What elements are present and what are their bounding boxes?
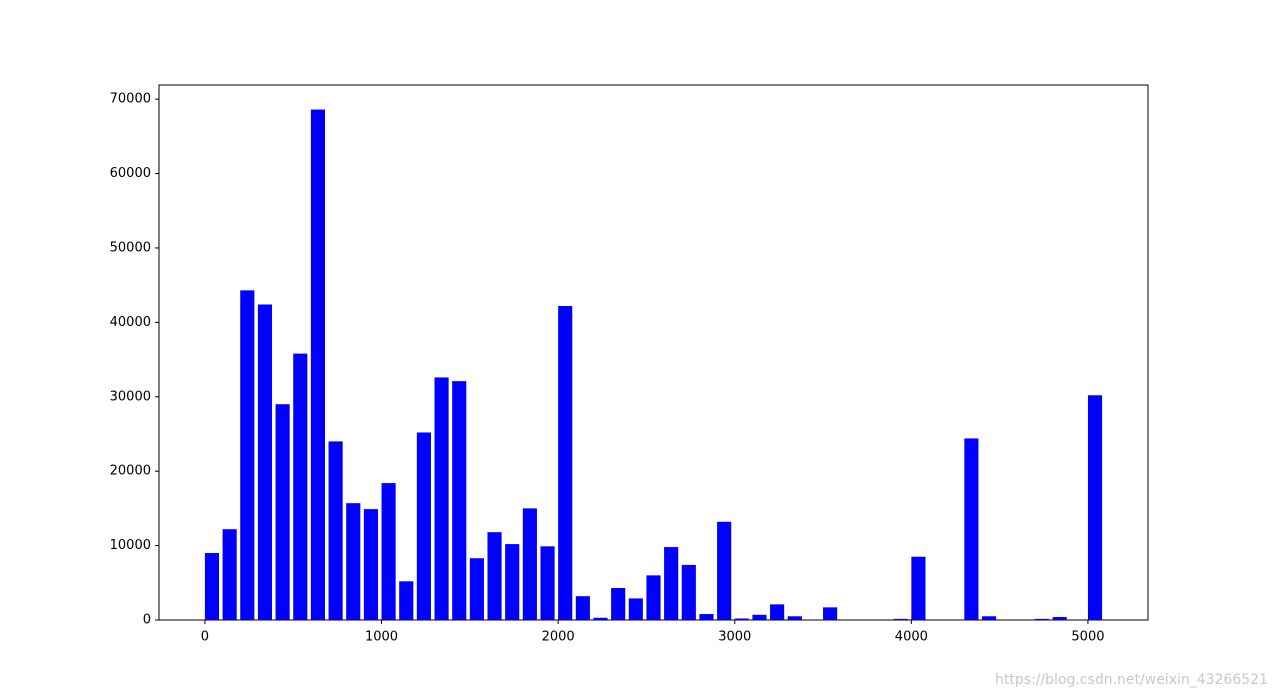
bar	[275, 404, 290, 620]
bar	[593, 617, 608, 620]
bar	[522, 508, 537, 620]
bar	[752, 614, 767, 620]
bar	[646, 575, 661, 620]
y-tick-label: 30000	[110, 389, 151, 404]
bar	[505, 544, 520, 620]
bar	[628, 598, 643, 620]
bar	[240, 290, 255, 620]
bar	[1087, 395, 1103, 620]
bar	[823, 607, 838, 620]
bar	[558, 305, 573, 620]
bar	[893, 618, 908, 620]
y-tick-label: 0	[143, 613, 151, 628]
bar	[964, 438, 979, 620]
x-tick-label: 4000	[895, 630, 928, 645]
x-tick-label: 3000	[718, 630, 751, 645]
bar	[717, 521, 732, 620]
x-tick-label: 2000	[542, 630, 575, 645]
bar	[222, 529, 237, 620]
bar	[310, 109, 326, 621]
bar	[770, 604, 785, 620]
bar	[911, 556, 926, 620]
bar	[699, 614, 714, 620]
bar	[257, 304, 273, 620]
bar	[1052, 617, 1067, 620]
y-tick-label: 50000	[110, 240, 151, 255]
bar	[469, 558, 484, 620]
bar	[734, 618, 749, 620]
bar	[611, 588, 626, 620]
watermark: https://blog.csdn.net/weixin_43266521	[995, 672, 1268, 688]
y-tick-label: 60000	[110, 166, 151, 181]
y-tick-label: 20000	[110, 464, 151, 479]
bar	[346, 503, 361, 620]
bar	[1034, 618, 1050, 620]
bar	[204, 553, 220, 620]
bar	[416, 432, 431, 620]
bar	[381, 483, 396, 620]
bar	[681, 564, 696, 620]
bar	[487, 532, 502, 620]
bar	[399, 581, 414, 620]
x-tick-label: 5000	[1071, 630, 1104, 645]
bar	[787, 616, 802, 620]
bar	[293, 353, 308, 620]
x-tick-label: 1000	[365, 630, 398, 645]
bar	[328, 441, 343, 620]
bar	[981, 616, 997, 620]
bar	[434, 377, 449, 620]
y-tick-label: 40000	[110, 315, 151, 330]
bar	[664, 547, 679, 620]
bar	[452, 381, 467, 620]
y-tick-label: 10000	[110, 538, 151, 553]
bar	[540, 546, 555, 620]
x-tick-label: 0	[201, 630, 209, 645]
bar	[363, 509, 378, 620]
y-tick-label: 70000	[110, 92, 151, 107]
bar	[575, 596, 590, 620]
